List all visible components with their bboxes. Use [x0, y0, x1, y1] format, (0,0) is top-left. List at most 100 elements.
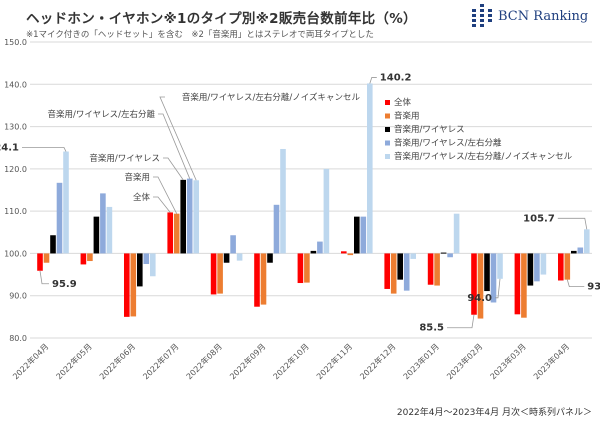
bar-1-11: [521, 253, 527, 318]
bar-1-1: [87, 253, 93, 262]
bar-1-10: [477, 253, 484, 319]
bar-3-4: [230, 235, 236, 254]
bar-3-2: [143, 253, 150, 264]
chart-title: ヘッドホン・イヤホン※1のタイプ別※2販売台数前年比（%）: [26, 11, 417, 27]
bar-4-0: [63, 151, 69, 254]
legend-swatch: [385, 127, 390, 132]
bar-2-11: [527, 253, 534, 286]
x-tick-label: 2023年03月: [488, 341, 528, 381]
bar-1-12: [564, 253, 571, 280]
x-tick-label: 2023年02月: [444, 341, 484, 381]
bar-4-11: [540, 253, 547, 275]
bar-4-3: [193, 180, 199, 254]
series-callout-leader: [158, 113, 191, 179]
bar-4-12: [584, 229, 590, 254]
data-label-leader: [447, 314, 475, 329]
y-tick-label: 140.0: [4, 80, 27, 89]
bar-0-9: [427, 253, 434, 285]
bar-0-7: [341, 251, 347, 254]
bar-1-2: [130, 253, 137, 317]
bcn-logo: BCN Ranking: [472, 4, 588, 28]
bar-0-6: [297, 253, 304, 284]
series-callout-leader: [163, 157, 184, 181]
data-label-leader: [22, 147, 67, 152]
bar-3-5: [273, 204, 280, 254]
bar-4-5: [280, 148, 286, 254]
bar-2-8: [397, 253, 403, 280]
legend-label: 全体: [394, 97, 412, 108]
series-callout-label: 音楽用: [124, 172, 150, 183]
bar-1-9: [434, 253, 440, 286]
bar-4-2: [150, 253, 156, 277]
bar-4-7: [367, 83, 373, 254]
y-tick-label: 130.0: [4, 123, 27, 132]
bar-2-10: [484, 253, 490, 292]
bar-4-10: [497, 253, 503, 279]
bar-1-4: [217, 253, 223, 294]
bar-2-0: [50, 235, 56, 254]
legend-swatch: [385, 154, 390, 159]
bcn-logo-text: BCN Ranking: [498, 8, 589, 24]
data-label: 93.8: [587, 282, 600, 293]
legend-label: 音楽用/ワイヤレス: [394, 124, 465, 135]
y-tick-label: 110.0: [4, 207, 27, 216]
bar-0-2: [124, 253, 130, 317]
bar-0-12: [558, 253, 564, 281]
bar-0-11: [514, 253, 521, 315]
bar-3-6: [317, 241, 323, 254]
series-callout-label: 全体: [133, 192, 151, 203]
x-tick-label: 2022年07月: [141, 341, 181, 381]
bar-4-9: [453, 213, 460, 254]
y-tick-label: 80.0: [9, 334, 27, 343]
bar-0-1: [80, 253, 87, 265]
bar-1-7: [347, 253, 354, 256]
data-label-leader: [557, 217, 588, 230]
bar-3-10: [490, 253, 497, 303]
bar-0-8: [384, 253, 390, 289]
bar-3-12: [577, 247, 584, 254]
bar-2-2: [137, 253, 143, 287]
series-callout-label: 音楽用/ワイヤレス: [89, 153, 160, 164]
x-tick-label: 2022年12月: [358, 341, 398, 381]
bar-1-3: [173, 213, 180, 254]
bar-2-1: [93, 216, 100, 254]
data-label: 94.0: [467, 293, 492, 304]
bar-3-11: [534, 253, 540, 282]
bar-4-4: [236, 253, 243, 261]
bar-0-3: [167, 212, 173, 254]
x-tick-label: 2022年09月: [227, 341, 267, 381]
bar-2-3: [180, 179, 186, 254]
bar-4-8: [410, 253, 416, 259]
bar-1-0: [43, 253, 50, 263]
bar-3-1: [100, 193, 106, 254]
bar-2-9: [440, 252, 447, 254]
chart-subtitle: ※1マイク付きの「ヘッドセット」を含む ※2「音楽用」とはステレオで両耳タイプと…: [26, 30, 374, 40]
legend-swatch: [385, 100, 390, 105]
bar-1-5: [260, 253, 267, 305]
y-tick-label: 90.0: [9, 292, 27, 301]
data-label-leader: [369, 77, 377, 84]
bar-0-4: [210, 253, 217, 295]
series-callout-leader: [153, 176, 178, 214]
y-tick-label: 120.0: [4, 165, 27, 174]
legend-label: 音楽用/ワイヤレス/左右分離: [394, 138, 502, 149]
bar-4-6: [323, 168, 330, 254]
data-label: 95.9: [52, 279, 77, 290]
bar-3-0: [56, 182, 63, 254]
data-label: 85.5: [419, 323, 444, 334]
bar-1-6: [304, 253, 310, 283]
bar-0-10: [471, 253, 477, 315]
bar-2-4: [223, 253, 230, 263]
bar-0-0: [37, 253, 43, 271]
data-label-leader: [39, 270, 49, 285]
series-callout-leader: [153, 196, 171, 213]
x-tick-label: 2022年05月: [54, 341, 94, 381]
legend-label: 音楽用/ワイヤレス/左右分離/ノイズキャンセル: [394, 151, 573, 162]
data-label: 105.7: [523, 213, 555, 224]
x-tick-label: 2022年04月: [10, 341, 50, 381]
x-tick-label: 2022年06月: [97, 341, 137, 381]
data-label-leader: [566, 279, 585, 288]
bar-2-6: [310, 250, 317, 254]
x-tick-label: 2022年10月: [271, 341, 311, 381]
